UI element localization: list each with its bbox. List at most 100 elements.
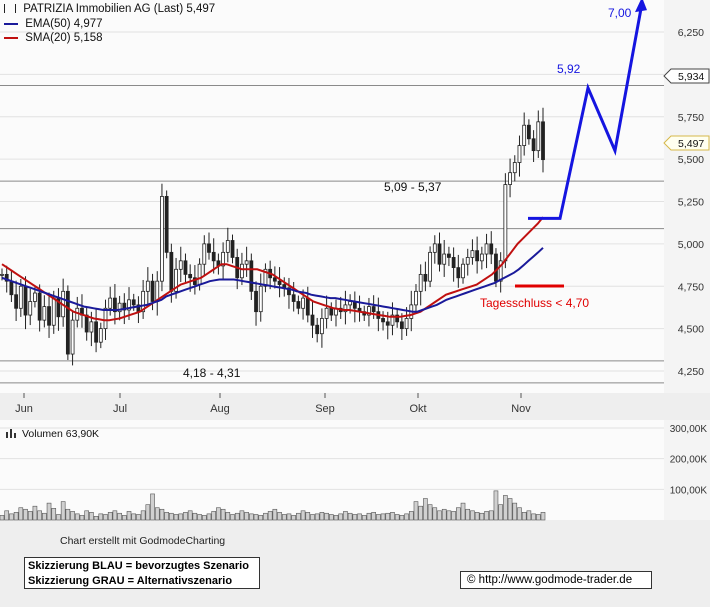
price-bars [0,107,545,366]
price-bar-body [263,268,268,287]
price-bar-body [103,307,108,330]
volume-bar [18,507,24,521]
price-bar-body [428,251,432,282]
volume-bar [70,511,75,521]
price-bar-body [225,240,230,253]
price-bar-body [249,260,254,292]
volume-bar [169,512,174,521]
price-bar-body [160,196,164,282]
volume-bar [291,515,296,521]
volume-label: Volumen 63,90K [22,428,99,440]
volume-bar [42,512,47,521]
price-bar-body [258,285,263,313]
copyright-link[interactable]: © http://www.godmode-trader.de [460,571,652,589]
chart-legend: PATRIZIA Immobilien AG (Last) 5,497 EMA(… [4,3,215,44]
last-price-value: 5,497 [678,138,704,150]
price-bar-body [536,121,541,152]
volume-bar [225,512,231,521]
volume-bar [286,513,292,521]
legend-sma: SMA(20) 5,158 [25,32,103,44]
volume-bar [9,513,14,521]
price-bar-body [94,321,98,343]
price-tick-label: 4,500 [678,324,704,336]
volume-bar [183,512,188,521]
scenario-blue-path [528,2,644,220]
volume-bar [437,510,442,521]
volume-bar [187,510,193,521]
price-bar-body [461,263,465,279]
volume-bar [145,504,151,521]
price-bar-body [399,321,404,330]
date-tick-label: Nov [511,403,531,415]
price-bar-body [418,273,423,292]
price-tick-label: 5,500 [678,154,704,166]
volume-bar [37,510,42,521]
price-bar-body [541,121,545,161]
volume-tick-labels: 100,00K 200,00K 300,00K [670,424,708,496]
volume-bar [206,513,212,521]
price-bar-body [0,273,4,276]
price-bar-body [329,307,334,316]
range-high-label: 5,09 - 5,37 [384,180,442,194]
volume-bar [535,514,541,521]
price-axis-panel [664,0,710,393]
volume-bar [173,514,179,521]
date-axis-panel [0,393,710,419]
upper-price-box [663,68,710,84]
volume-bar [89,512,94,521]
volume-bar [526,510,532,521]
price-bar-body [385,321,390,326]
price-tick-label: 5,250 [678,197,704,209]
ema50-line [1,247,544,313]
volume-bar [239,510,245,521]
volume-bar [371,512,376,521]
volume-bar [220,508,226,521]
volume-bar [140,510,146,521]
volume-tick-label: 300,00K [670,424,708,435]
volume-bar [451,511,456,521]
price-bar-body [512,162,517,174]
volume-bar [197,514,202,521]
volume-bar [366,512,372,521]
price-bar-body [28,301,33,316]
volume-bar [136,514,141,521]
volume-bar [338,513,344,521]
volume-bar [521,512,527,521]
volume-bar [376,514,381,521]
price-bar-body [503,184,508,262]
volume-bar [300,510,306,521]
price-bar-body [18,285,23,309]
price-tick-label: 4,250 [678,366,704,378]
volume-bar [423,498,428,521]
volume-bar [60,501,66,521]
volume-bar [479,512,485,521]
volume-bar [32,505,38,521]
volume-bar [390,512,395,521]
price-bar-body [451,257,456,269]
price-bar-body [371,306,376,313]
price-bar-body [291,294,296,302]
volume-axis-panel [664,420,710,520]
price-bar-body [484,243,489,255]
volume-bar [418,505,423,521]
price-bar-body [188,273,193,279]
note-grey: Skizzierung GRAU = Alternativszenario [28,575,233,587]
volume-bar [249,513,254,521]
price-bar-body [145,280,150,292]
price-bar-body [447,253,451,258]
price-bar-body [437,243,442,265]
price-bar-body [517,145,522,163]
volume-bar [51,508,57,521]
price-bar-body [47,306,51,326]
price-bar-body [9,280,14,296]
price-bar-body [23,285,28,316]
volume-bar [107,512,113,521]
price-bar-body [381,318,385,323]
price-bar-body [84,314,89,333]
price-bar-body [526,124,531,140]
volume-bar [281,514,287,521]
price-tick-label: 5,750 [678,112,704,124]
volume-bar [361,515,367,521]
volume-bar [74,513,80,521]
volume-bar [56,514,61,521]
